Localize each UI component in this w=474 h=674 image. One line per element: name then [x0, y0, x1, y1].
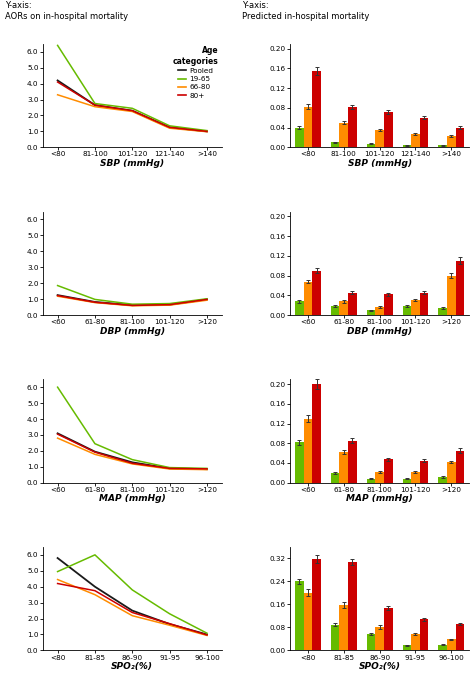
- Bar: [304, 282, 312, 315]
- Bar: [447, 462, 456, 483]
- Bar: [384, 295, 392, 315]
- Bar: [331, 306, 339, 315]
- X-axis label: DBP (mmHg): DBP (mmHg): [100, 327, 165, 336]
- Bar: [304, 593, 312, 650]
- Text: Y-axis:
Predicted in-hospital mortality: Y-axis: Predicted in-hospital mortality: [242, 1, 369, 21]
- X-axis label: SPO₂(%): SPO₂(%): [359, 662, 401, 671]
- Bar: [411, 300, 420, 315]
- Bar: [456, 451, 464, 483]
- Bar: [312, 384, 321, 483]
- Bar: [375, 307, 384, 315]
- Legend: Pooled, 19-65, 66-80, 80+: Pooled, 19-65, 66-80, 80+: [173, 47, 219, 98]
- Bar: [375, 627, 384, 650]
- Bar: [411, 134, 420, 148]
- Bar: [402, 306, 411, 315]
- Bar: [420, 619, 428, 650]
- Bar: [367, 310, 375, 315]
- Bar: [339, 452, 348, 483]
- Bar: [402, 146, 411, 148]
- Bar: [456, 624, 464, 650]
- Bar: [384, 112, 392, 148]
- X-axis label: MAP (mmHg): MAP (mmHg): [346, 494, 413, 503]
- Bar: [304, 107, 312, 148]
- Bar: [384, 608, 392, 650]
- Bar: [348, 293, 357, 315]
- Bar: [420, 293, 428, 315]
- Bar: [420, 118, 428, 148]
- Text: Y-axis:
AORs on in-hospital mortality: Y-axis: AORs on in-hospital mortality: [5, 1, 128, 21]
- X-axis label: SBP (mmHg): SBP (mmHg): [347, 159, 412, 168]
- Bar: [295, 442, 304, 483]
- Bar: [367, 144, 375, 148]
- Bar: [438, 477, 447, 483]
- Bar: [331, 142, 339, 148]
- Bar: [438, 146, 447, 148]
- Bar: [348, 441, 357, 483]
- Bar: [339, 123, 348, 148]
- Bar: [384, 459, 392, 483]
- Bar: [312, 271, 321, 315]
- Bar: [456, 261, 464, 315]
- X-axis label: MAP (mmHg): MAP (mmHg): [99, 494, 165, 503]
- Bar: [295, 582, 304, 650]
- Bar: [295, 301, 304, 315]
- X-axis label: SPO₂(%): SPO₂(%): [111, 662, 153, 671]
- Bar: [411, 472, 420, 483]
- Bar: [447, 276, 456, 315]
- Bar: [348, 107, 357, 148]
- Bar: [331, 473, 339, 483]
- Bar: [438, 307, 447, 315]
- Bar: [411, 634, 420, 650]
- Bar: [402, 645, 411, 650]
- Bar: [447, 640, 456, 650]
- X-axis label: DBP (mmHg): DBP (mmHg): [347, 327, 412, 336]
- Bar: [456, 127, 464, 148]
- Bar: [375, 129, 384, 148]
- Bar: [402, 479, 411, 483]
- Bar: [312, 71, 321, 148]
- Bar: [348, 562, 357, 650]
- Bar: [339, 605, 348, 650]
- Bar: [367, 479, 375, 483]
- Bar: [339, 301, 348, 315]
- Bar: [420, 460, 428, 483]
- Bar: [295, 127, 304, 148]
- Bar: [438, 644, 447, 650]
- Bar: [331, 625, 339, 650]
- Bar: [304, 419, 312, 483]
- Bar: [447, 136, 456, 148]
- Bar: [375, 472, 384, 483]
- Bar: [312, 559, 321, 650]
- X-axis label: SBP (mmHg): SBP (mmHg): [100, 159, 164, 168]
- Bar: [367, 634, 375, 650]
